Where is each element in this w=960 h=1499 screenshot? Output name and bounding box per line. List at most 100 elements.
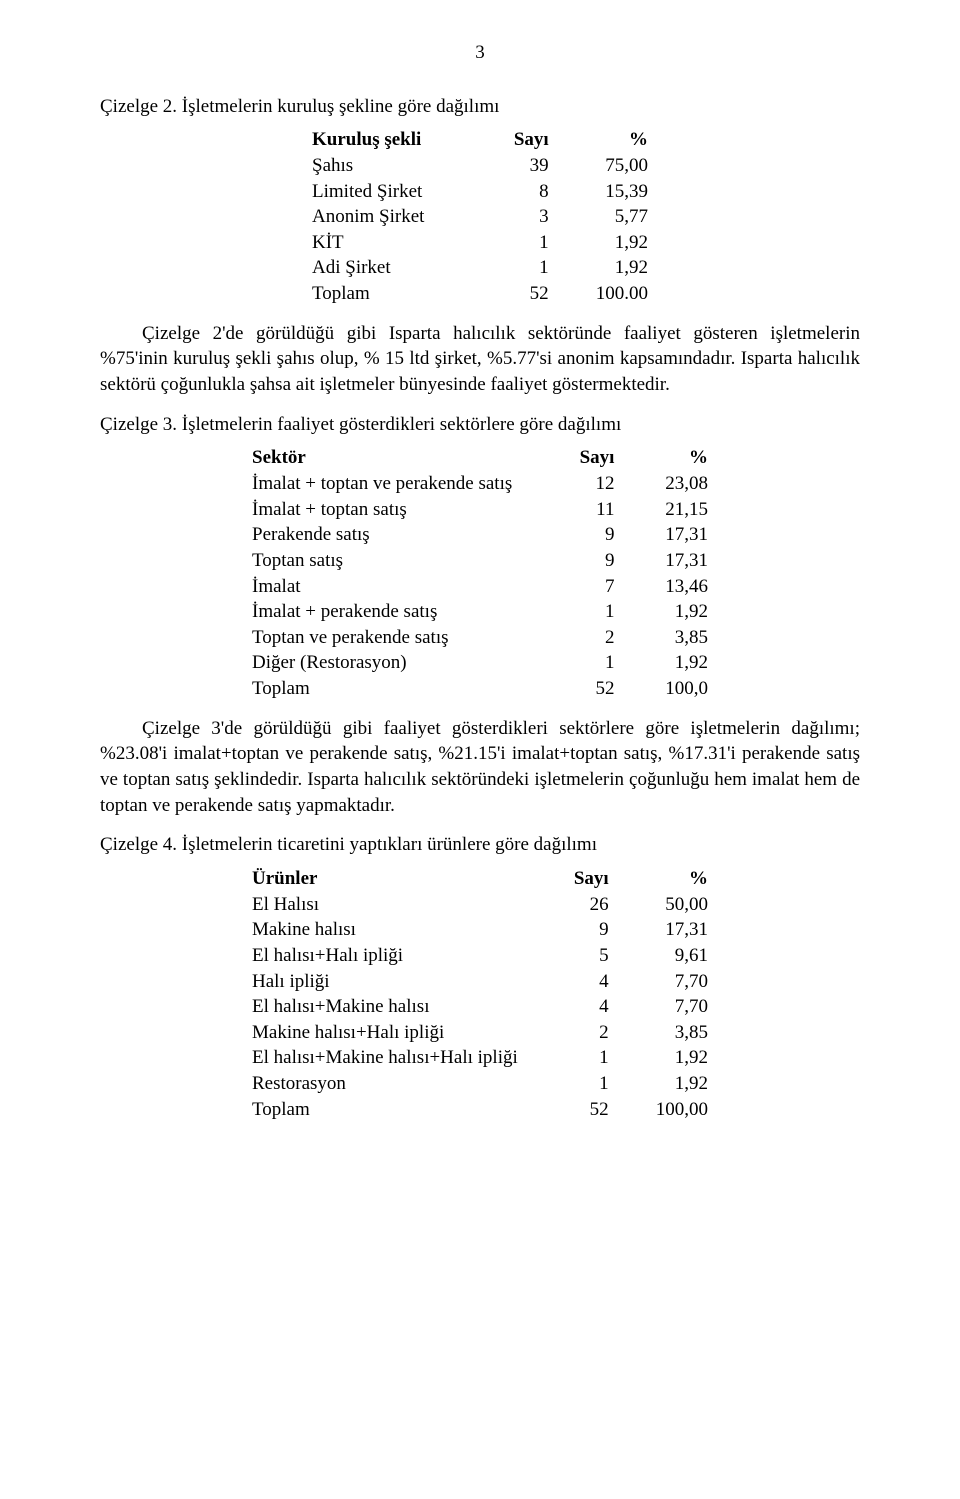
table-cell: 1	[484, 255, 561, 281]
table-cell: 13,46	[626, 574, 720, 600]
table-cell: 100,00	[621, 1097, 720, 1123]
table-cell: 7,70	[621, 994, 720, 1020]
table-cell: İmalat + perakende satış	[240, 599, 544, 625]
table-cell: 4	[544, 969, 621, 995]
table-cell: 1,92	[621, 1045, 720, 1071]
table-cell: 1,92	[561, 230, 660, 256]
table-cell: 1,92	[561, 255, 660, 281]
table-cell: 39	[484, 153, 561, 179]
table-cell: 5,77	[561, 204, 660, 230]
table-cell: 9,61	[621, 943, 720, 969]
table-cell: 3,85	[621, 1020, 720, 1046]
table-cell: Toptan ve perakende satış	[240, 625, 544, 651]
table-cell: 12	[544, 471, 626, 497]
table-cell: Makine halısı	[240, 917, 544, 943]
table-cell: 17,31	[626, 548, 720, 574]
table-row: İmalat + toptan ve perakende satış 12 23…	[240, 471, 720, 497]
table-row: Perakende satış 9 17,31	[240, 522, 720, 548]
table-cell: 2	[544, 625, 626, 651]
table-cell: 1	[544, 1045, 621, 1071]
table-cell: 21,15	[626, 497, 720, 523]
table-cell: 3,85	[626, 625, 720, 651]
table-cell: 1	[544, 1071, 621, 1097]
table2: Sektör Sayı % İmalat + toptan ve peraken…	[240, 445, 720, 701]
table-row: El halısı+Makine halısı 4 7,70	[240, 994, 720, 1020]
table-cell: El Halısı	[240, 892, 544, 918]
table-cell: 11	[544, 497, 626, 523]
table-cell: 1,92	[626, 650, 720, 676]
table-header-row: Ürünler Sayı %	[240, 866, 720, 892]
table-row: Adi Şirket 1 1,92	[300, 255, 660, 281]
table3: Ürünler Sayı % El Halısı 26 50,00 Makine…	[240, 866, 720, 1122]
page-number: 3	[100, 40, 860, 66]
table-cell: 52	[484, 281, 561, 307]
table-cell: 1	[544, 599, 626, 625]
table-header-cell: Sayı	[544, 866, 621, 892]
table-row: Limited Şirket 8 15,39	[300, 179, 660, 205]
table-cell: El halısı+Halı ipliği	[240, 943, 544, 969]
table-cell: Diğer (Restorasyon)	[240, 650, 544, 676]
table-row: Toptan satış 9 17,31	[240, 548, 720, 574]
table-cell: İmalat + toptan ve perakende satış	[240, 471, 544, 497]
table-cell: 23,08	[626, 471, 720, 497]
table-cell: Makine halısı+Halı ipliği	[240, 1020, 544, 1046]
table-row: Makine halısı+Halı ipliği 2 3,85	[240, 1020, 720, 1046]
table-cell: 50,00	[621, 892, 720, 918]
table-cell: 9	[544, 548, 626, 574]
table-cell: 7,70	[621, 969, 720, 995]
table-row: KİT 1 1,92	[300, 230, 660, 256]
table-cell: 1,92	[626, 599, 720, 625]
table-cell: 15,39	[561, 179, 660, 205]
table-row: Restorasyon 1 1,92	[240, 1071, 720, 1097]
table-cell: El halısı+Makine halısı	[240, 994, 544, 1020]
table-cell: KİT	[300, 230, 484, 256]
table-cell: Toplam	[300, 281, 484, 307]
table-row: Halı ipliği 4 7,70	[240, 969, 720, 995]
table-header-cell: %	[626, 445, 720, 471]
table-cell: 52	[544, 676, 626, 702]
table-cell: Halı ipliği	[240, 969, 544, 995]
table2-title: Çizelge 3. İşletmelerin faaliyet gösterd…	[100, 412, 860, 438]
table-row: Anonim Şirket 3 5,77	[300, 204, 660, 230]
table-cell: 7	[544, 574, 626, 600]
table-cell: İmalat + toptan satış	[240, 497, 544, 523]
table-cell: 26	[544, 892, 621, 918]
table-cell: Toplam	[240, 676, 544, 702]
table-header-cell: Sayı	[544, 445, 626, 471]
table-cell: 17,31	[621, 917, 720, 943]
table-cell: Şahıs	[300, 153, 484, 179]
paragraph-2: Çizelge 3'de görüldüğü gibi faaliyet gös…	[100, 716, 860, 819]
table-header-cell: Ürünler	[240, 866, 544, 892]
table-row: El halısı+Halı ipliği 5 9,61	[240, 943, 720, 969]
table-header-cell: Sayı	[484, 127, 561, 153]
paragraph-1: Çizelge 2'de görüldüğü gibi Isparta halı…	[100, 321, 860, 398]
table-cell: 1	[484, 230, 561, 256]
table-row: Toplam 52 100,0	[240, 676, 720, 702]
table-header-cell: Sektör	[240, 445, 544, 471]
table-cell: Restorasyon	[240, 1071, 544, 1097]
table-header-cell: %	[561, 127, 660, 153]
table-cell: 5	[544, 943, 621, 969]
table-row: Şahıs 39 75,00	[300, 153, 660, 179]
table-cell: Adi Şirket	[300, 255, 484, 281]
table1-title: Çizelge 2. İşletmelerin kuruluş şekline …	[100, 94, 860, 120]
table-cell: 3	[484, 204, 561, 230]
table-header-cell: Kuruluş şekli	[300, 127, 484, 153]
table-row: Toplam 52 100,00	[240, 1097, 720, 1123]
table-row: Toptan ve perakende satış 2 3,85	[240, 625, 720, 651]
table-cell: El halısı+Makine halısı+Halı ipliği	[240, 1045, 544, 1071]
table-cell: 1	[544, 650, 626, 676]
table-cell: 52	[544, 1097, 621, 1123]
table-cell: 1,92	[621, 1071, 720, 1097]
table-row: El halısı+Makine halısı+Halı ipliği 1 1,…	[240, 1045, 720, 1071]
page-container: 3 Çizelge 2. İşletmelerin kuruluş şeklin…	[0, 0, 960, 1499]
table-cell: İmalat	[240, 574, 544, 600]
table-header-row: Sektör Sayı %	[240, 445, 720, 471]
table-cell: 2	[544, 1020, 621, 1046]
table-row: İmalat + toptan satış 11 21,15	[240, 497, 720, 523]
table-row: Toplam 52 100.00	[300, 281, 660, 307]
table-row: İmalat 7 13,46	[240, 574, 720, 600]
table-cell: 17,31	[626, 522, 720, 548]
table-cell: 4	[544, 994, 621, 1020]
table-row: El Halısı 26 50,00	[240, 892, 720, 918]
